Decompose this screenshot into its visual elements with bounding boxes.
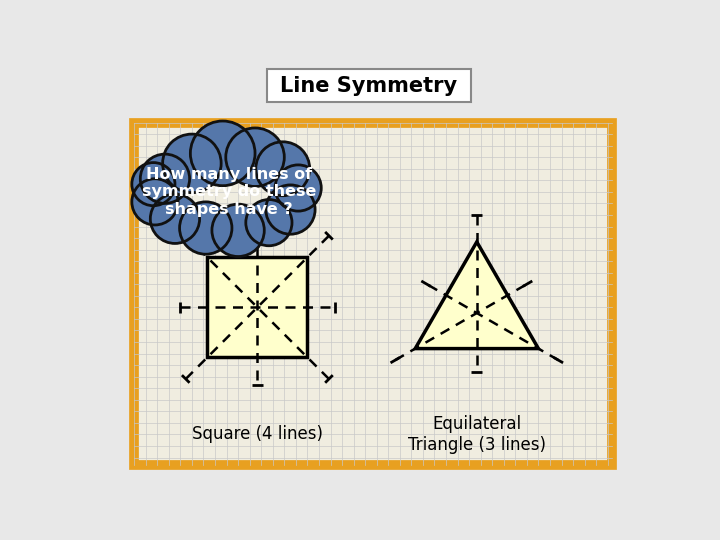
Circle shape <box>150 194 199 244</box>
Circle shape <box>163 134 221 193</box>
Circle shape <box>246 200 292 246</box>
Circle shape <box>275 165 321 211</box>
FancyBboxPatch shape <box>267 70 471 102</box>
Circle shape <box>132 163 175 206</box>
Circle shape <box>190 121 255 186</box>
Polygon shape <box>207 257 307 357</box>
Circle shape <box>212 204 264 256</box>
Circle shape <box>256 142 310 195</box>
Text: How many lines of
symmetry do these
shapes have ?: How many lines of symmetry do these shap… <box>142 167 316 217</box>
Circle shape <box>140 154 189 204</box>
Circle shape <box>132 179 178 225</box>
Circle shape <box>266 185 315 234</box>
Text: Square (4 lines): Square (4 lines) <box>192 426 323 443</box>
Polygon shape <box>415 242 539 349</box>
Circle shape <box>179 202 232 254</box>
Text: Line Symmetry: Line Symmetry <box>280 76 458 96</box>
Circle shape <box>226 128 284 186</box>
Text: Equilateral
Triangle (3 lines): Equilateral Triangle (3 lines) <box>408 415 546 454</box>
FancyBboxPatch shape <box>134 123 611 465</box>
